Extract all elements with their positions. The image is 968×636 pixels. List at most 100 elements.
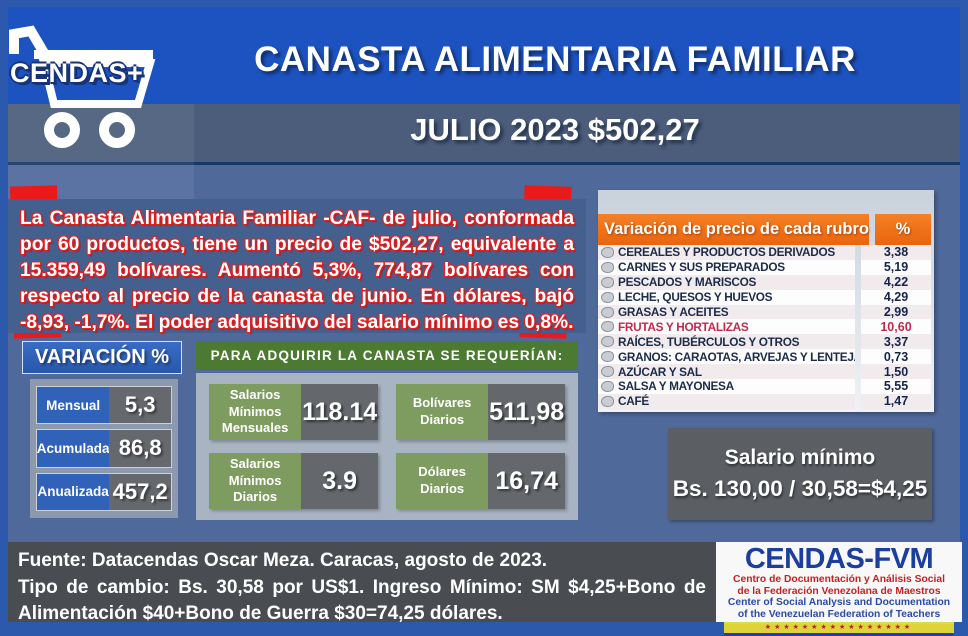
- sugar-icon: [601, 366, 614, 378]
- rubro-cell: CEREALES Y PRODUCTOS DERIVADOS: [598, 245, 855, 260]
- adquirir-cell: Salarios Mínimos Mensuales 118.14: [209, 384, 378, 440]
- fruit-icon: [601, 321, 614, 333]
- adquirir-cell-value: 16,74: [488, 453, 565, 509]
- rubro-value: 0,73: [861, 349, 931, 365]
- fvm-spanish-line-1: Centro de Documentación y Análisis Socia…: [733, 574, 945, 585]
- adquirir-panel: Salarios Mínimos Mensuales 118.14 Bolíva…: [196, 373, 578, 520]
- oil-drop-icon: [601, 306, 614, 318]
- table-row: PESCADOS Y MARISCOS 4,22: [598, 274, 931, 290]
- shopping-cart-icon: [9, 25, 156, 148]
- rubro-cell: RAÍCES, TUBÉRCULOS Y OTROS: [598, 334, 855, 350]
- variacion-row-label: Acumulada: [37, 430, 110, 467]
- rubro-value: 3,37: [861, 334, 931, 350]
- rubro-label: GRANOS: CARAOTAS, ARVEJAS Y LENTEJAS: [618, 349, 855, 364]
- flag-blue-stripe: [724, 633, 954, 636]
- variacion-row: Mensual 5,3: [37, 387, 171, 424]
- salario-minimo-value: Bs. 130,00 / 30,58=$4,25: [672, 476, 928, 501]
- rubro-value: 2,99: [861, 304, 931, 320]
- sauce-icon: [601, 380, 614, 392]
- rubros-header-percent: %: [875, 214, 931, 245]
- roots-icon: [601, 336, 614, 348]
- variacion-row: Acumulada 86,8: [37, 430, 171, 467]
- rubro-label: CAFÉ: [618, 394, 649, 409]
- flag-stars-stripe: ★★★★★★★★★★★★★★★★: [724, 622, 954, 634]
- adquirir-cell-label: Bolívares Diarios: [396, 384, 489, 440]
- table-row: SALSA Y MAYONESA 5,55: [598, 379, 931, 394]
- rubros-rows: CEREALES Y PRODUCTOS DERIVADOS 3,38 CARN…: [598, 245, 931, 409]
- rubro-value: 4,22: [861, 274, 931, 290]
- cendas-cart-logo: CENDAS+: [4, 22, 164, 157]
- rubro-label: LECHE, QUESOS Y HUEVOS: [618, 290, 773, 305]
- summary-paragraph: La Canasta Alimentaria Familiar -CAF- de…: [8, 199, 586, 333]
- rubro-label: CARNES Y SUS PREPARADOS: [618, 260, 785, 275]
- rubros-table: Variación de precio de cada rubro % CERE…: [598, 190, 934, 412]
- variacion-row: Anualizada 457,2: [37, 473, 171, 510]
- rubro-label: AZÚCAR Y SAL: [618, 364, 702, 379]
- variacion-row-value: 5,3: [109, 387, 171, 424]
- rubro-value: 10,60: [861, 319, 931, 335]
- adquirir-cell-value: 3.9: [301, 453, 378, 509]
- salario-minimo-box: Salario mínimo Bs. 130,00 / 30,58=$4,25: [668, 428, 932, 520]
- fvm-english-line-1: Center of Social Analysis and Documentat…: [727, 597, 951, 609]
- meat-icon: [601, 261, 614, 273]
- rubro-label: RAÍCES, TUBÉRCULOS Y OTROS: [618, 334, 800, 349]
- variacion-panel: Mensual 5,3 Acumulada 86,8 Anualizada 45…: [30, 379, 178, 518]
- rubro-cell: FRUTAS Y HORTALIZAS: [598, 319, 855, 335]
- bread-icon: [601, 246, 614, 258]
- rubro-label: SALSA Y MAYONESA: [618, 379, 734, 394]
- rubro-label: GRASAS Y ACEITES: [618, 305, 729, 319]
- footer-exchange-note: Tipo de cambio: Bs. 30,58 por US$1. Ingr…: [18, 577, 706, 624]
- page-title: CANASTA ALIMENTARIA FAMILIAR: [254, 40, 856, 79]
- rubros-table-header: Variación de precio de cada rubro %: [598, 214, 931, 245]
- adquirir-cell-label: Salarios Mínimos Diarios: [209, 453, 302, 509]
- adquirir-cell: Salarios Mínimos Diarios 3.9: [209, 453, 378, 509]
- variacion-row-value: 86,8: [109, 430, 171, 467]
- rubro-label: FRUTAS Y HORTALIZAS: [618, 319, 749, 334]
- table-row: CARNES Y SUS PREPARADOS 5,19: [598, 259, 931, 275]
- rubro-cell: LECHE, QUESOS Y HUEVOS: [598, 289, 855, 305]
- salario-minimo-title: Salario mínimo: [724, 446, 876, 469]
- footer: Fuente: Datacendas Oscar Meza. Caracas, …: [8, 542, 716, 624]
- rubro-label: CEREALES Y PRODUCTOS DERIVADOS: [618, 245, 835, 260]
- adquirir-cell: Dólares Diarios 16,74: [396, 453, 565, 509]
- rubro-cell: CAFÉ: [598, 393, 855, 409]
- rubros-header-label: Variación de precio de cada rubro: [598, 214, 870, 245]
- fvm-spanish-line-2: de la Federación Venezolana de Maestros: [737, 585, 941, 597]
- variacion-row-value: 457,2: [109, 473, 171, 510]
- adquirir-cell-value: 118.14: [301, 384, 378, 440]
- table-row: GRASAS Y ACEITES 2,99: [598, 304, 931, 320]
- table-row: AZÚCAR Y SAL 1,50: [598, 364, 931, 380]
- rubro-cell: GRASAS Y ACEITES: [598, 304, 855, 320]
- milk-icon: [601, 291, 614, 303]
- venezuela-flag-graphic: ★★★★★★★★★★★★★★★★: [724, 622, 954, 636]
- fish-icon: [601, 276, 614, 288]
- variacion-title: VARIACIÓN %: [22, 341, 182, 374]
- rubro-cell: CARNES Y SUS PREPARADOS: [598, 259, 855, 275]
- adquirir-cell: Bolívares Diarios 511,98: [396, 384, 565, 440]
- rubro-value: 4,29: [861, 289, 931, 305]
- rubro-value: 3,38: [861, 245, 931, 260]
- variacion-row-label: Anualizada: [37, 473, 110, 510]
- fvm-logo-title: CENDAS-FVM: [744, 543, 934, 575]
- adquirir-title: PARA ADQUIRIR LA CANASTA SE REQUERÍAN:: [196, 341, 578, 370]
- rubro-value: 5,55: [861, 379, 931, 394]
- rubro-cell: PESCADOS Y MARISCOS: [598, 274, 855, 290]
- grains-icon: [601, 351, 614, 363]
- table-row: LECHE, QUESOS Y HUEVOS 4,29: [598, 289, 931, 305]
- rubro-cell: AZÚCAR Y SAL: [598, 364, 855, 380]
- table-row: RAÍCES, TUBÉRCULOS Y OTROS 3,37: [598, 334, 931, 350]
- rubro-value: 1,47: [861, 393, 931, 409]
- table-row: GRANOS: CARAOTAS, ARVEJAS Y LENTEJAS 0,7…: [598, 349, 931, 365]
- variacion-row-label: Mensual: [37, 387, 110, 424]
- page-subtitle: JULIO 2023 $502,27: [410, 112, 700, 147]
- rubro-value: 5,19: [861, 259, 931, 275]
- adquirir-cell-label: Dólares Diarios: [396, 453, 489, 509]
- rubro-label: PESCADOS Y MARISCOS: [618, 275, 757, 290]
- subtitle-band: [8, 104, 960, 165]
- table-row: CAFÉ 1,47: [598, 393, 931, 409]
- adquirir-cell-value: 511,98: [488, 384, 565, 440]
- adquirir-cell-label: Salarios Mínimos Mensuales: [209, 384, 302, 440]
- fvm-english-line-2: of the Venezuelan Federation of Teachers: [737, 608, 941, 620]
- coffee-icon: [601, 395, 614, 407]
